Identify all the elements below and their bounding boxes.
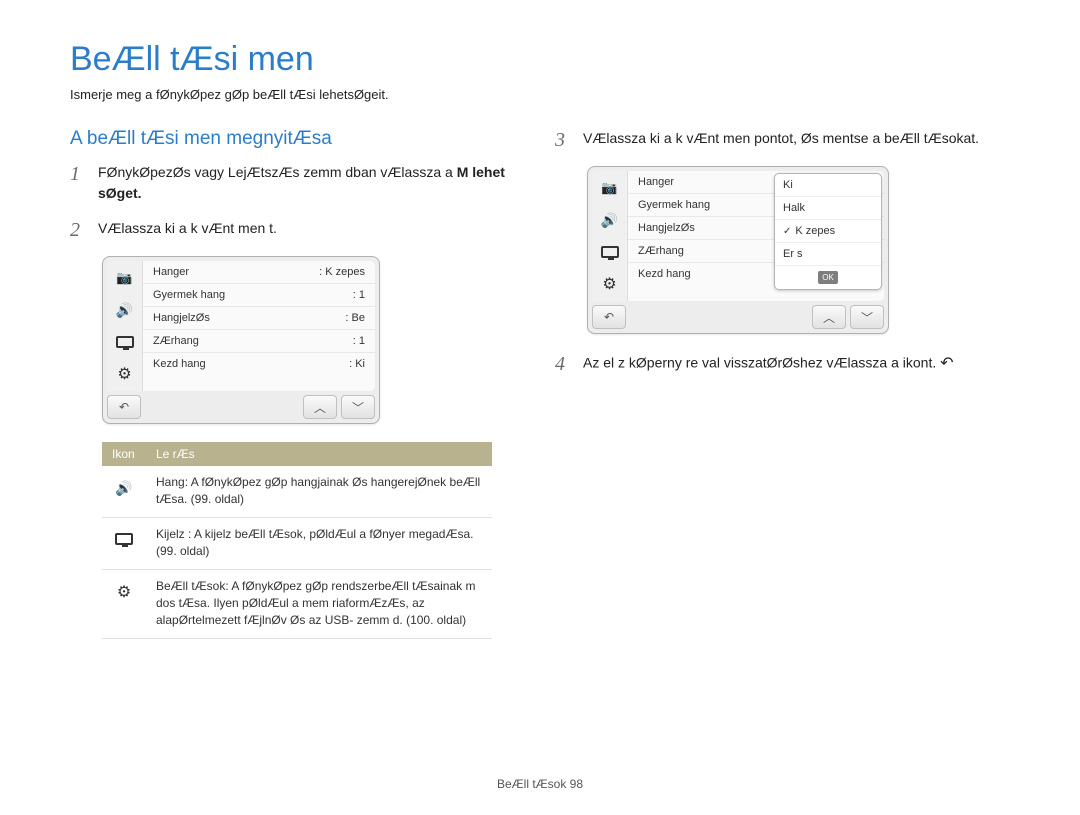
gear-icon [113, 362, 137, 386]
row-icon [102, 517, 146, 569]
speaker-icon [113, 298, 137, 322]
menu-value: : Be [345, 312, 365, 324]
display-icon [115, 533, 133, 545]
step-text-part: Az el z kØperny re val visszatØrØshez vÆ… [583, 355, 936, 371]
menu-value: : K zepes [319, 266, 365, 278]
step-text: FØnykØpezØs vagy LejÆtszÆs zemm dban vÆl… [98, 162, 525, 204]
menu-row: ZÆrhang : 1 [143, 330, 375, 353]
menu-icon-column [592, 171, 628, 301]
dropdown: Ki Halk K zepes Er s OK [774, 173, 882, 290]
menu-preview-2: Hanger Gyermek hang HangjelzØs ZÆrhang K… [587, 166, 889, 334]
menu-label: HangjelzØs [153, 312, 210, 324]
row-text: Kijelz : A kijelz beÆll tÆsok, pØldÆul a… [146, 517, 492, 569]
menu-label: Gyermek hang [153, 289, 225, 301]
table-header: Ikon Le rÆs [102, 442, 492, 466]
menu-label: Hanger [153, 266, 189, 278]
step-text: VÆlassza ki a k vÆnt men t. [98, 218, 277, 242]
menu-row: HangjelzØs : Be [143, 307, 375, 330]
step-number: 1 [70, 162, 88, 204]
menu-row: Gyermek hang : 1 [143, 284, 375, 307]
dropdown-item[interactable]: Halk [775, 197, 881, 220]
step-2: 2 VÆlassza ki a k vÆnt men t. [70, 218, 525, 242]
menu-label: ZÆrhang [153, 335, 199, 347]
description-table: Ikon Le rÆs Hang: A fØnykØpez gØp hangja… [102, 442, 492, 639]
menu-row: Kezd hang : Ki [143, 353, 375, 375]
step-1: 1 FØnykØpezØs vagy LejÆtszÆs zemm dban v… [70, 162, 525, 204]
table-row: BeÆll tÆsok: A fØnykØpez gØp rendszerbeÆ… [102, 569, 492, 638]
gear-icon [598, 272, 622, 296]
speaker-icon [598, 208, 622, 232]
table-row: Kijelz : A kijelz beÆll tÆsok, pØldÆul a… [102, 517, 492, 569]
camera-icon [598, 176, 622, 200]
menu-value: : 1 [353, 289, 365, 301]
row-text: BeÆll tÆsok: A fØnykØpez gØp rendszerbeÆ… [146, 569, 492, 638]
menu-row: Hanger : K zepes [143, 261, 375, 284]
row-text: Hang: A fØnykØpez gØp hangjainak Øs hang… [146, 466, 492, 517]
header-desc: Le rÆs [146, 442, 492, 466]
step-number: 4 [555, 352, 573, 376]
dropdown-item[interactable]: Er s [775, 243, 881, 266]
table-row: Hang: A fØnykØpez gØp hangjainak Øs hang… [102, 466, 492, 517]
page-subtitle: Ismerje meg a fØnykØpez gØp beÆll tÆsi l… [70, 87, 1010, 102]
step-3: 3 VÆlassza ki a k vÆnt men pontot, Øs me… [555, 128, 1010, 152]
step-4: 4 Az el z kØperny re val visszatØrØshez … [555, 352, 1010, 376]
dropdown-ok[interactable]: OK [775, 266, 881, 289]
ok-button[interactable]: OK [818, 271, 838, 284]
page-title: BeÆll tÆsi men [70, 40, 1010, 79]
camera-icon [113, 266, 137, 290]
menu-rows: Hanger : K zepes Gyermek hang : 1 Hangjelz… [143, 261, 375, 391]
step-text: VÆlassza ki a k vÆnt men pontot, Øs ment… [583, 128, 979, 152]
speaker-icon [115, 477, 132, 497]
display-icon [598, 240, 622, 264]
menu-label: Kezd hang [153, 358, 206, 370]
page-footer: BeÆll tÆsok 98 [0, 777, 1080, 791]
down-button[interactable]: ﹀ [850, 305, 884, 329]
menu-value: : Ki [349, 358, 365, 370]
back-button[interactable]: ↶ [592, 305, 626, 329]
step-number: 2 [70, 218, 88, 242]
up-button[interactable]: ︿ [812, 305, 846, 329]
down-button[interactable]: ﹀ [341, 395, 375, 419]
left-column: A beÆll tÆsi men megnyitÆsa 1 FØnykØpezØ… [70, 128, 525, 639]
header-icon: Ikon [102, 442, 146, 466]
gear-icon [117, 581, 131, 601]
dropdown-item[interactable]: Ki [775, 174, 881, 197]
display-icon [113, 330, 137, 354]
step-text: Az el z kØperny re val visszatØrØshez vÆ… [583, 352, 954, 376]
step-number: 3 [555, 128, 573, 152]
menu-preview-1: Hanger : K zepes Gyermek hang : 1 Hangjelz… [102, 256, 380, 424]
back-button[interactable]: ↶ [107, 395, 141, 419]
right-column: 3 VÆlassza ki a k vÆnt men pontot, Øs me… [555, 128, 1010, 639]
row-icon [102, 569, 146, 638]
section-heading: A beÆll tÆsi men megnyitÆsa [70, 128, 525, 150]
dropdown-item-selected[interactable]: K zepes [775, 220, 881, 243]
row-icon [102, 466, 146, 517]
up-button[interactable]: ︿ [303, 395, 337, 419]
return-icon: ↶ [940, 352, 953, 376]
menu-value: : 1 [353, 335, 365, 347]
menu-icon-column [107, 261, 143, 391]
step-text-part: FØnykØpezØs vagy LejÆtszÆs zemm dban vÆl… [98, 164, 457, 180]
